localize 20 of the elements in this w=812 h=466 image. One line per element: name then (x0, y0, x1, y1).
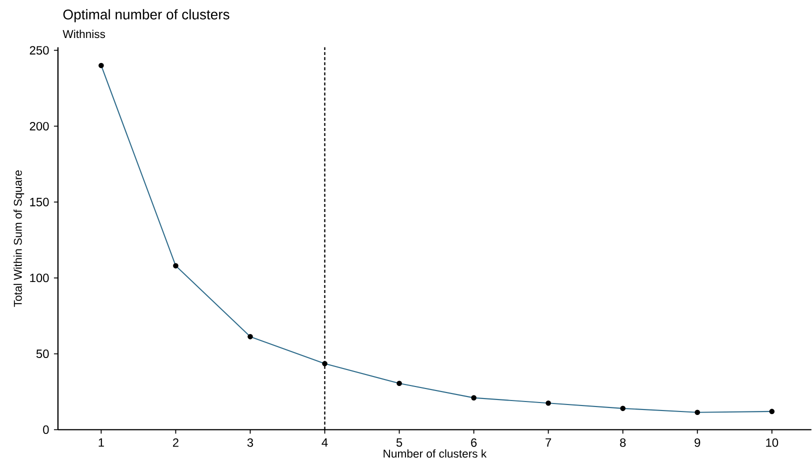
y-tick-label: 50 (36, 350, 49, 358)
x-tick-label: 7 (546, 438, 552, 447)
y-tick-label: 200 (30, 122, 49, 131)
x-tick-label: 8 (620, 438, 626, 448)
x-tick-label: 1 (98, 438, 104, 447)
y-tick-label: 100 (30, 274, 49, 282)
y-tick-label: 0 (43, 426, 49, 434)
y-tick-label: 150 (30, 198, 49, 206)
chart-title: Optimal number of clusters (63, 9, 230, 22)
x-tick-label: 6 (471, 438, 477, 448)
x-tick-label: 10 (766, 438, 778, 448)
x-tick-label: 3 (247, 438, 254, 448)
x-tick-label: 2 (172, 438, 178, 447)
x-tick-label: 9 (694, 438, 700, 448)
x-tick-label: 5 (396, 438, 402, 447)
x-axis-title: Number of clusters k (384, 450, 487, 458)
y-axis-title: Total Within Sum of Square (14, 170, 24, 308)
x-tick-label: 4 (322, 438, 328, 447)
chart-subtitle: Withniss (62, 30, 106, 38)
y-tick-label: 250 (30, 46, 49, 55)
